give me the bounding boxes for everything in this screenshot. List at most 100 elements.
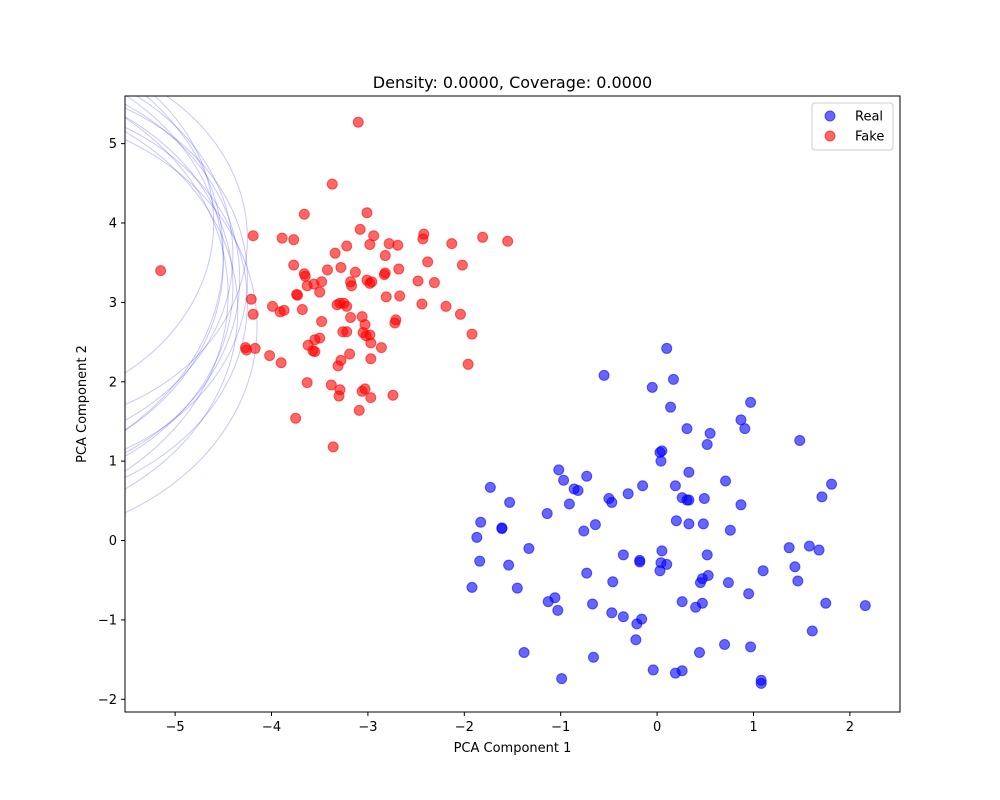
- real-point: [581, 567, 593, 579]
- x-tick-label: 1: [749, 720, 757, 735]
- fake-point: [477, 231, 489, 243]
- fake-point: [316, 276, 328, 288]
- real-point: [681, 494, 693, 506]
- fake-point: [354, 223, 366, 235]
- fake-point: [290, 412, 302, 424]
- fake-point: [275, 357, 287, 369]
- fake-point: [446, 238, 458, 250]
- fake-point: [296, 304, 308, 316]
- coverage-arc: [125, 117, 229, 472]
- x-tick-label: −5: [166, 720, 185, 735]
- real-point: [655, 455, 667, 467]
- real-point: [563, 498, 575, 510]
- real-point: [542, 596, 554, 608]
- y-tick-label: 4: [109, 217, 117, 232]
- fake-point: [325, 379, 337, 391]
- fake-point: [288, 259, 300, 271]
- real-point: [696, 597, 708, 609]
- real-point: [783, 542, 795, 554]
- real-point: [792, 575, 804, 587]
- fake-point: [359, 383, 371, 395]
- real-point: [656, 445, 668, 457]
- fake-point: [301, 377, 313, 389]
- real-point: [558, 474, 570, 486]
- fake-point: [412, 275, 424, 287]
- fake-point: [276, 232, 288, 244]
- real-point: [656, 545, 668, 557]
- fake-point: [352, 116, 364, 128]
- fake-point: [333, 390, 345, 402]
- chart-title: Density: 0.0000, Coverage: 0.0000: [373, 73, 652, 92]
- fake-point: [329, 247, 341, 259]
- real-point: [511, 582, 523, 594]
- fake-point: [345, 311, 357, 323]
- y-tick-label: −1: [98, 613, 117, 628]
- fake-point: [288, 234, 300, 246]
- real-point: [697, 518, 709, 530]
- real-point: [661, 558, 673, 570]
- fake-point: [331, 299, 343, 311]
- real-point: [581, 470, 593, 482]
- real-point: [474, 555, 486, 567]
- fake-point: [366, 276, 378, 288]
- x-tick-label: −4: [262, 720, 281, 735]
- y-tick-label: 1: [109, 455, 117, 470]
- fake-point: [291, 288, 303, 300]
- fake-point: [364, 238, 376, 250]
- fake-point: [387, 389, 399, 401]
- coverage-arc: [125, 131, 239, 490]
- fake-point: [365, 392, 377, 404]
- real-point: [475, 516, 487, 528]
- real-point: [606, 496, 618, 508]
- fake-point: [417, 233, 429, 245]
- real-point: [466, 581, 478, 593]
- fake-point: [264, 350, 276, 362]
- real-point: [683, 466, 695, 478]
- real-point: [606, 607, 618, 619]
- coverage-arc: [125, 116, 234, 457]
- fake-point: [249, 342, 261, 354]
- real-point: [745, 641, 757, 653]
- real-point: [587, 598, 599, 610]
- real-point: [589, 519, 601, 531]
- plot-area: [125, 96, 900, 712]
- fake-point: [299, 270, 311, 282]
- real-point: [743, 588, 755, 600]
- fake-point: [462, 358, 474, 370]
- coverage-arc: [125, 96, 224, 432]
- fake-point: [378, 269, 390, 281]
- real-point: [630, 634, 642, 646]
- legend-label-fake: Fake: [855, 130, 884, 145]
- real-point: [646, 381, 658, 393]
- coverage-arc: [125, 96, 215, 374]
- real-point: [704, 427, 716, 439]
- real-point: [471, 531, 483, 543]
- real-point: [587, 651, 599, 663]
- fake-point: [335, 261, 347, 273]
- real-point: [816, 491, 828, 503]
- fake-point: [353, 404, 365, 416]
- fake-point: [393, 263, 405, 275]
- coverage-arc: [125, 96, 248, 406]
- x-tick-label: 0: [653, 720, 661, 735]
- real-point: [518, 646, 530, 658]
- y-axis: −2 −1 0 1 2 3 4 5: [98, 137, 125, 708]
- real-point: [735, 499, 747, 511]
- x-tick-label: −3: [358, 720, 377, 735]
- real-point: [820, 597, 832, 609]
- fake-point: [379, 250, 391, 262]
- real-point: [634, 556, 646, 568]
- fake-point: [416, 298, 428, 310]
- real-point: [757, 565, 769, 577]
- legend-marker-real: [824, 110, 836, 122]
- fake-point: [502, 235, 514, 247]
- x-axis: −5 −4 −3 −2 −1 0 1 2: [166, 712, 854, 735]
- real-point: [719, 639, 731, 651]
- fake-point: [309, 346, 321, 358]
- real-point: [484, 481, 496, 493]
- real-point: [572, 485, 584, 497]
- x-axis-label: PCA Component 1: [454, 741, 572, 756]
- y-tick-label: 0: [109, 534, 117, 549]
- fake-point: [155, 265, 167, 277]
- real-point: [552, 604, 564, 616]
